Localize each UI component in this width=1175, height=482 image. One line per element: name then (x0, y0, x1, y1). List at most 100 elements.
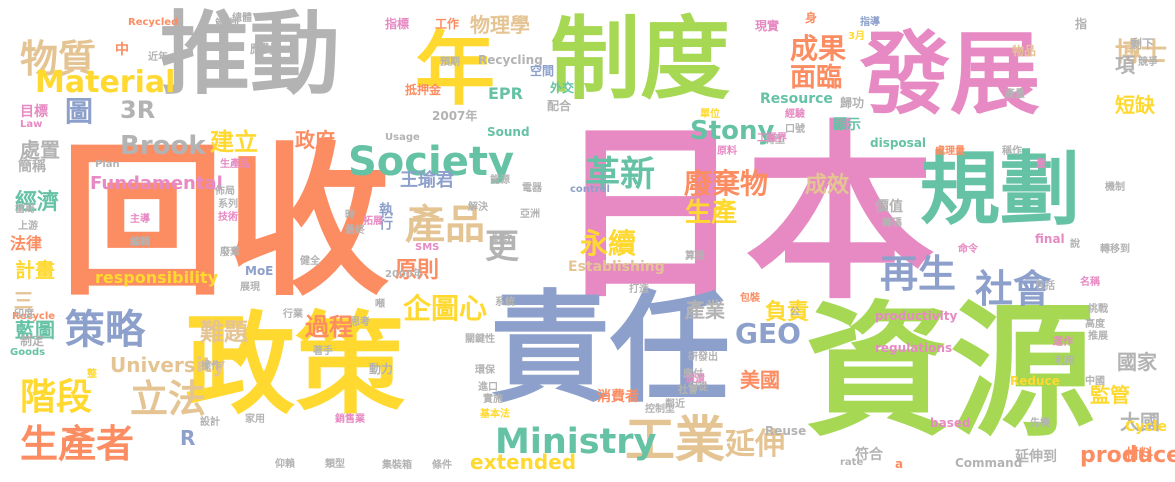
cloud-word: Usage (385, 132, 420, 143)
cloud-word: a (895, 457, 904, 471)
cloud-word: 簡稱 (18, 159, 46, 175)
cloud-word: regulations (875, 341, 953, 355)
cloud-word: Plan (95, 159, 120, 170)
cloud-word: 工業 (625, 411, 725, 469)
cloud-word: EPR (488, 84, 523, 103)
cloud-word: 家用 (245, 414, 265, 425)
cloud-word: 計畫 (15, 258, 55, 282)
cloud-word: 設計 (200, 417, 220, 428)
cloud-word: 指 (1075, 17, 1088, 31)
cloud-word: 稱作 (1002, 146, 1022, 157)
cloud-word: 產業 (685, 298, 725, 322)
cloud-word: 物理學 (470, 13, 530, 37)
cloud-word: rate (840, 457, 864, 468)
cloud-word: 系統 (495, 297, 515, 308)
cloud-word: Ministry (495, 422, 657, 462)
cloud-word: 藍圖 (15, 318, 55, 342)
cloud-word: 短缺 (1115, 93, 1155, 117)
cloud-word: 噸 (375, 299, 385, 310)
cloud-word: 王瑜君 (400, 170, 454, 191)
cloud-word: 延伸到 (1015, 449, 1057, 465)
cloud-word: 生產者 (20, 422, 135, 466)
cloud-word: 處理量 (935, 146, 965, 157)
cloud-word: Fundamental (90, 173, 223, 194)
cloud-word: productivity (875, 309, 958, 323)
cloud-word: 執行 (377, 202, 393, 230)
cloud-word: 目標 (20, 104, 48, 120)
cloud-word: 回收 (60, 126, 390, 318)
cloud-word: 消費者 (597, 389, 639, 405)
cloud-word: 工業界 (757, 133, 787, 144)
cloud-word: 年 (415, 23, 495, 116)
cloud-word: 廢棄 (220, 247, 240, 258)
cloud-word: 負責 (765, 300, 810, 325)
cloud-word: 延伸 (725, 427, 785, 462)
cloud-word: 當局 (15, 204, 35, 215)
cloud-word: Brook (120, 131, 206, 161)
cloud-word: 利用 (1055, 356, 1075, 367)
cloud-word: 空間 (530, 64, 555, 78)
cloud-word: 指標 (385, 17, 410, 31)
cloud-word: 籌碼 (882, 218, 902, 229)
cloud-word: 社會 (678, 385, 698, 396)
cloud-word: 推展 (1088, 331, 1108, 342)
cloud-word: 還還 (685, 374, 705, 385)
cloud-word: 剩下 (1130, 37, 1155, 51)
cloud-word: Law (20, 119, 43, 130)
cloud-word: 3R (120, 96, 156, 124)
cloud-word: 整 (87, 369, 97, 380)
cloud-word: 監管 (1090, 383, 1130, 407)
cloud-word: Establishing (568, 259, 665, 275)
cloud-word: 印度 (14, 309, 34, 320)
cloud-word: 條件 (432, 460, 452, 471)
cloud-word: 最終 (345, 225, 365, 236)
cloud-word: 公 (790, 307, 800, 318)
cloud-word: 單位 (700, 109, 720, 120)
cloud-word: 預期 (440, 57, 460, 68)
cloud-word: 社會 (975, 267, 1052, 311)
cloud-word: control (570, 184, 610, 195)
cloud-word: 材料 (1125, 447, 1153, 463)
cloud-word: 行業 (283, 309, 303, 320)
cloud-word: 永續 (580, 227, 637, 260)
cloud-word: 管制 (215, 17, 240, 31)
cloud-word: 轉移到 (1100, 244, 1130, 255)
cloud-word: 企圖心 (403, 292, 488, 325)
cloud-word: 身 (805, 11, 818, 25)
cloud-word: 名稱 (1080, 277, 1100, 288)
cloud-word: 著手 (313, 346, 333, 357)
cloud-word: 口號 (785, 124, 805, 135)
cloud-word: Sound (487, 125, 530, 139)
cloud-word: 能源 (490, 175, 510, 186)
cloud-word: 資源 (805, 288, 1095, 457)
cloud-word: R (180, 426, 196, 450)
cloud-word: Recycling (478, 53, 543, 67)
cloud-word: 工作 (435, 17, 460, 31)
cloud-word: 責任 (490, 280, 730, 419)
cloud-word: 現實 (755, 19, 780, 33)
cloud-word: 上游 (18, 221, 38, 232)
cloud-word: 物品 (1012, 44, 1037, 58)
cloud-word: Command (955, 456, 1023, 470)
cloud-word: 再生 (880, 252, 957, 296)
cloud-word: Recycled (128, 17, 179, 28)
cloud-word: 更 (485, 227, 519, 267)
cloud-word: 包裝 (740, 293, 760, 304)
cloud-word: GEO (735, 317, 801, 350)
cloud-word: 政府 (295, 128, 335, 152)
cloud-word: 何從 (688, 382, 708, 393)
cloud-word: 歸功 (840, 96, 865, 110)
cloud-word: 主導 (130, 214, 150, 225)
cloud-word: 生產品 (220, 159, 250, 170)
cloud-word: 制定 (20, 334, 45, 348)
cloud-word: 廢棄物 (684, 167, 769, 200)
cloud-word: 運作 (1053, 337, 1073, 348)
cloud-word: 電器 (522, 183, 542, 194)
cloud-word: 競爭 (1138, 57, 1158, 68)
cloud-word: 成果 (790, 32, 847, 65)
cloud-word: 類型 (325, 459, 345, 470)
cloud-word: 鄰近 (665, 399, 685, 410)
cloud-word: 規劃 (920, 143, 1080, 236)
cloud-word: 研發出 (688, 352, 718, 363)
